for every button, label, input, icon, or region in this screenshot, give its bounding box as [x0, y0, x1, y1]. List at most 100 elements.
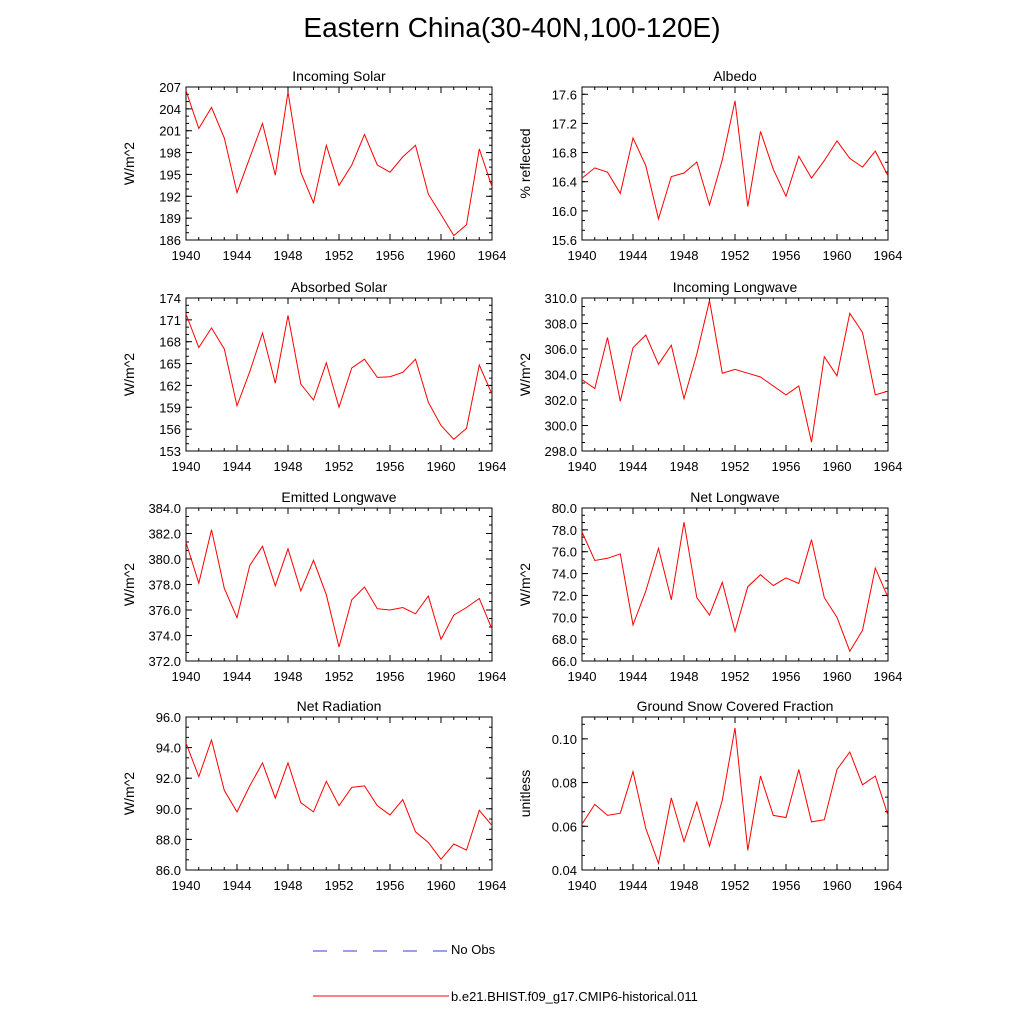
plot-frame: [185, 297, 493, 452]
panel-title: Ground Snow Covered Fraction: [637, 698, 834, 714]
panel-title: Emitted Longwave: [281, 489, 396, 505]
y-tick-label: 374.0: [148, 629, 181, 644]
panel-title: Net Longwave: [690, 489, 780, 505]
y-tick-label: 80.0: [552, 501, 577, 516]
x-tick-label: 1944: [223, 459, 252, 474]
panel-title: Incoming Solar: [292, 68, 386, 84]
y-tick-label: 306.0: [544, 342, 577, 357]
y-tick-label: 207: [159, 80, 181, 95]
x-tick-label: 1964: [478, 878, 507, 893]
x-tick-label: 1948: [274, 669, 303, 684]
y-tick-label: 0.06: [552, 819, 577, 834]
x-tick-label: 1956: [772, 459, 801, 474]
y-tick-label: 165: [159, 357, 181, 372]
plot-frame: [185, 507, 493, 662]
y-tick-label: 0.10: [552, 732, 577, 747]
y-tick-label: 201: [159, 124, 181, 139]
y-tick-label: 195: [159, 167, 181, 182]
y-tick-label: 88.0: [156, 832, 181, 847]
y-tick-label: 66.0: [552, 654, 577, 669]
y-tick-label: 17.6: [552, 87, 577, 102]
series-line: [185, 738, 493, 861]
x-tick-label: 1964: [478, 248, 507, 263]
y-tick-label: 76.0: [552, 545, 577, 560]
x-tick-label: 1948: [274, 248, 303, 263]
y-axis-label: W/m^2: [517, 563, 533, 606]
y-tick-label: 308.0: [544, 317, 577, 332]
y-tick-label: 380.0: [148, 552, 181, 567]
x-tick-label: 1948: [670, 459, 699, 474]
y-tick-label: 72.0: [552, 588, 577, 603]
y-tick-label: 0.08: [552, 776, 577, 791]
x-tick-label: 1944: [223, 669, 252, 684]
x-tick-label: 1960: [427, 878, 456, 893]
y-tick-label: 192: [159, 189, 181, 204]
y-tick-label: 96.0: [156, 710, 181, 725]
y-tick-label: 168: [159, 335, 181, 350]
panel-title: Net Radiation: [297, 698, 382, 714]
y-tick-label: 186: [159, 233, 181, 248]
x-tick-label: 1960: [823, 248, 852, 263]
y-tick-label: 153: [159, 444, 181, 459]
x-tick-label: 1960: [823, 459, 852, 474]
chart-main-title: Eastern China(30-40N,100-120E): [303, 12, 721, 43]
x-tick-label: 1960: [427, 459, 456, 474]
x-tick-label: 1964: [478, 459, 507, 474]
x-tick-label: 1940: [172, 669, 201, 684]
x-tick-label: 1952: [721, 248, 750, 263]
x-tick-label: 1948: [670, 248, 699, 263]
y-tick-label: 162: [159, 378, 181, 393]
y-tick-label: 15.6: [552, 233, 577, 248]
y-tick-label: 78.0: [552, 523, 577, 538]
series-line: [581, 300, 889, 443]
x-tick-label: 1940: [568, 248, 597, 263]
y-tick-label: 92.0: [156, 771, 181, 786]
x-tick-label: 1960: [427, 248, 456, 263]
x-tick-label: 1952: [325, 248, 354, 263]
y-tick-label: 0.04: [552, 863, 577, 878]
x-tick-label: 1960: [823, 669, 852, 684]
x-tick-label: 1944: [619, 459, 648, 474]
x-tick-label: 1964: [478, 669, 507, 684]
x-tick-label: 1944: [619, 878, 648, 893]
y-tick-label: 74.0: [552, 567, 577, 582]
y-tick-label: 198: [159, 146, 181, 161]
y-tick-label: 17.2: [552, 116, 577, 131]
series-line: [185, 90, 493, 237]
plot-frame: [185, 716, 493, 871]
y-tick-label: 372.0: [148, 654, 181, 669]
x-tick-label: 1944: [619, 669, 648, 684]
series-line: [581, 727, 889, 866]
x-tick-label: 1956: [376, 459, 405, 474]
plot-frame: [581, 86, 889, 241]
x-tick-label: 1944: [223, 878, 252, 893]
x-tick-label: 1952: [721, 669, 750, 684]
y-tick-label: 304.0: [544, 368, 577, 383]
y-tick-label: 171: [159, 313, 181, 328]
y-tick-label: 86.0: [156, 863, 181, 878]
y-tick-label: 384.0: [148, 501, 181, 516]
x-tick-label: 1952: [325, 459, 354, 474]
y-tick-label: 16.0: [552, 204, 577, 219]
x-tick-label: 1940: [568, 669, 597, 684]
x-tick-label: 1960: [427, 669, 456, 684]
y-tick-label: 382.0: [148, 527, 181, 542]
plot-frame: [581, 297, 889, 452]
series-line: [581, 100, 889, 221]
x-tick-label: 1956: [376, 248, 405, 263]
x-tick-label: 1952: [325, 669, 354, 684]
y-axis-label: W/m^2: [517, 353, 533, 396]
legend-obs-label: No Obs: [451, 942, 496, 957]
x-tick-label: 1964: [874, 248, 903, 263]
x-tick-label: 1940: [568, 878, 597, 893]
x-tick-label: 1948: [670, 669, 699, 684]
x-tick-label: 1940: [172, 248, 201, 263]
x-tick-label: 1964: [874, 878, 903, 893]
x-tick-label: 1952: [325, 878, 354, 893]
plot-frame: [581, 507, 889, 662]
x-tick-label: 1964: [874, 669, 903, 684]
x-tick-label: 1940: [172, 878, 201, 893]
y-tick-label: 174: [159, 291, 181, 306]
x-tick-label: 1956: [376, 878, 405, 893]
